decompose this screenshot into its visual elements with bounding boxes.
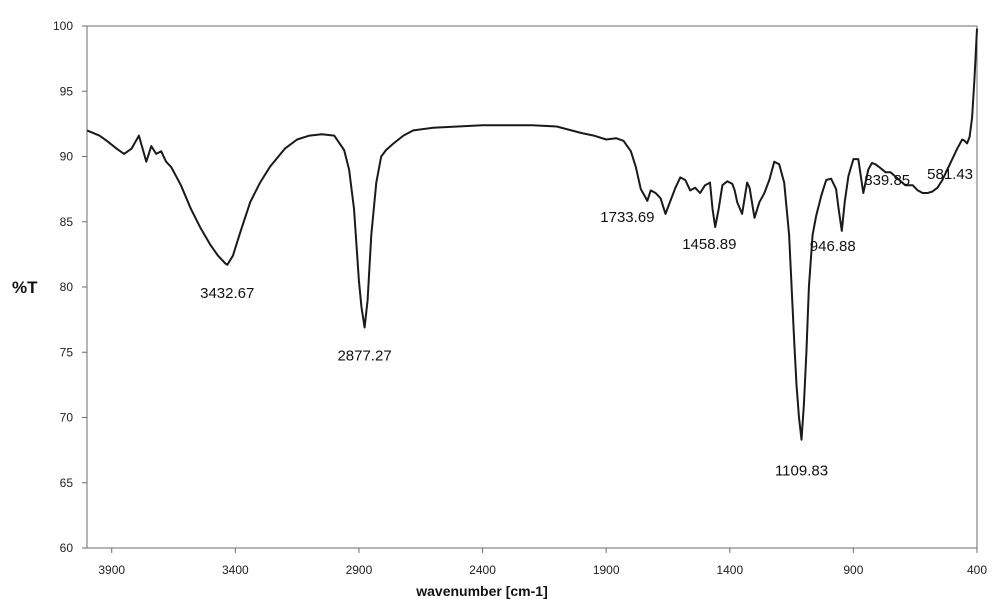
y-tick-label: 90 <box>60 150 74 164</box>
x-tick-label: 400 <box>967 563 987 577</box>
y-tick-label: 95 <box>60 84 74 98</box>
y-tick-label: 85 <box>60 215 74 229</box>
y-tick-label: 70 <box>60 411 74 425</box>
y-tick-label: 65 <box>60 476 74 490</box>
x-tick-label: 1900 <box>593 563 620 577</box>
x-tick-label: 3900 <box>98 563 125 577</box>
y-tick-label: 80 <box>60 280 74 294</box>
peak-label: 3432.67 <box>200 285 254 302</box>
peak-label: 1109.83 <box>775 463 828 480</box>
y-tick-label: 100 <box>53 19 73 33</box>
x-tick-label: 2900 <box>346 563 373 577</box>
x-tick-label: 1400 <box>716 563 743 577</box>
x-axis-title: wavenumber [cm-1] <box>415 583 547 599</box>
peak-annotations: 3432.67 2877.27 1733.69 1458.89 1109.83 946.8… <box>200 166 973 480</box>
peak-label: 2877.27 <box>337 347 391 364</box>
peak-label: 946.88 <box>810 238 856 255</box>
x-tick-label: 2400 <box>469 563 496 577</box>
peak-label: 1733.69 <box>600 209 654 226</box>
transmittance-line <box>86 28 978 441</box>
y-tick-label: 75 <box>60 345 74 359</box>
x-axis: 3900 3400 2900 2400 1900 1400 900 400 <box>98 548 987 577</box>
x-tick-label: 3400 <box>222 563 249 577</box>
peak-label: 839.85 <box>864 172 910 189</box>
y-axis: 60 65 70 75 80 85 90 95 100 <box>53 19 87 555</box>
peak-label: 581.43 <box>927 166 973 183</box>
y-axis-title: %T <box>12 278 38 297</box>
x-tick-label: 900 <box>843 563 863 577</box>
peak-label: 1458.89 <box>682 236 736 253</box>
y-tick-label: 60 <box>60 541 74 555</box>
